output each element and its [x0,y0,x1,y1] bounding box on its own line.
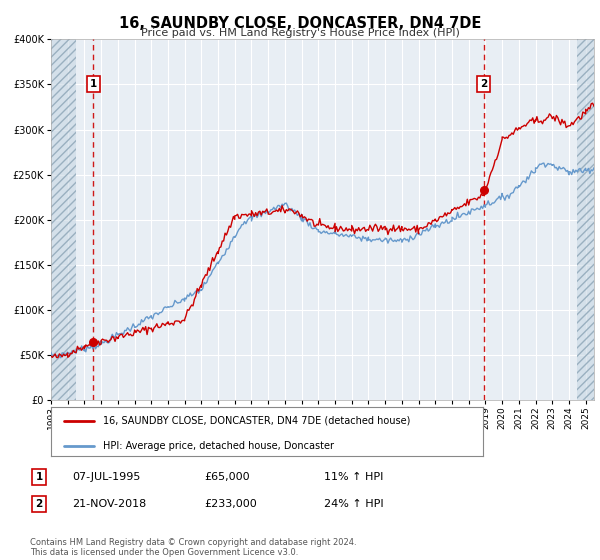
Bar [51,39,76,400]
Text: 16, SAUNDBY CLOSE, DONCASTER, DN4 7DE (detached house): 16, SAUNDBY CLOSE, DONCASTER, DN4 7DE (d… [103,416,410,426]
Text: 16, SAUNDBY CLOSE, DONCASTER, DN4 7DE: 16, SAUNDBY CLOSE, DONCASTER, DN4 7DE [119,16,481,31]
Bar [577,39,594,400]
Text: 07-JUL-1995: 07-JUL-1995 [72,472,140,482]
Text: 2: 2 [480,80,487,90]
Text: 1: 1 [89,80,97,90]
Text: HPI: Average price, detached house, Doncaster: HPI: Average price, detached house, Donc… [103,441,334,451]
Bar [577,39,594,400]
Text: Contains HM Land Registry data © Crown copyright and database right 2024.
This d: Contains HM Land Registry data © Crown c… [30,538,356,557]
Text: £233,000: £233,000 [204,499,257,509]
Text: Price paid vs. HM Land Registry's House Price Index (HPI): Price paid vs. HM Land Registry's House … [140,28,460,38]
Text: £65,000: £65,000 [204,472,250,482]
Bar [51,39,76,400]
Text: 2: 2 [35,499,43,509]
Text: 21-NOV-2018: 21-NOV-2018 [72,499,146,509]
Text: 24% ↑ HPI: 24% ↑ HPI [324,499,383,509]
Text: 11% ↑ HPI: 11% ↑ HPI [324,472,383,482]
Text: 1: 1 [35,472,43,482]
